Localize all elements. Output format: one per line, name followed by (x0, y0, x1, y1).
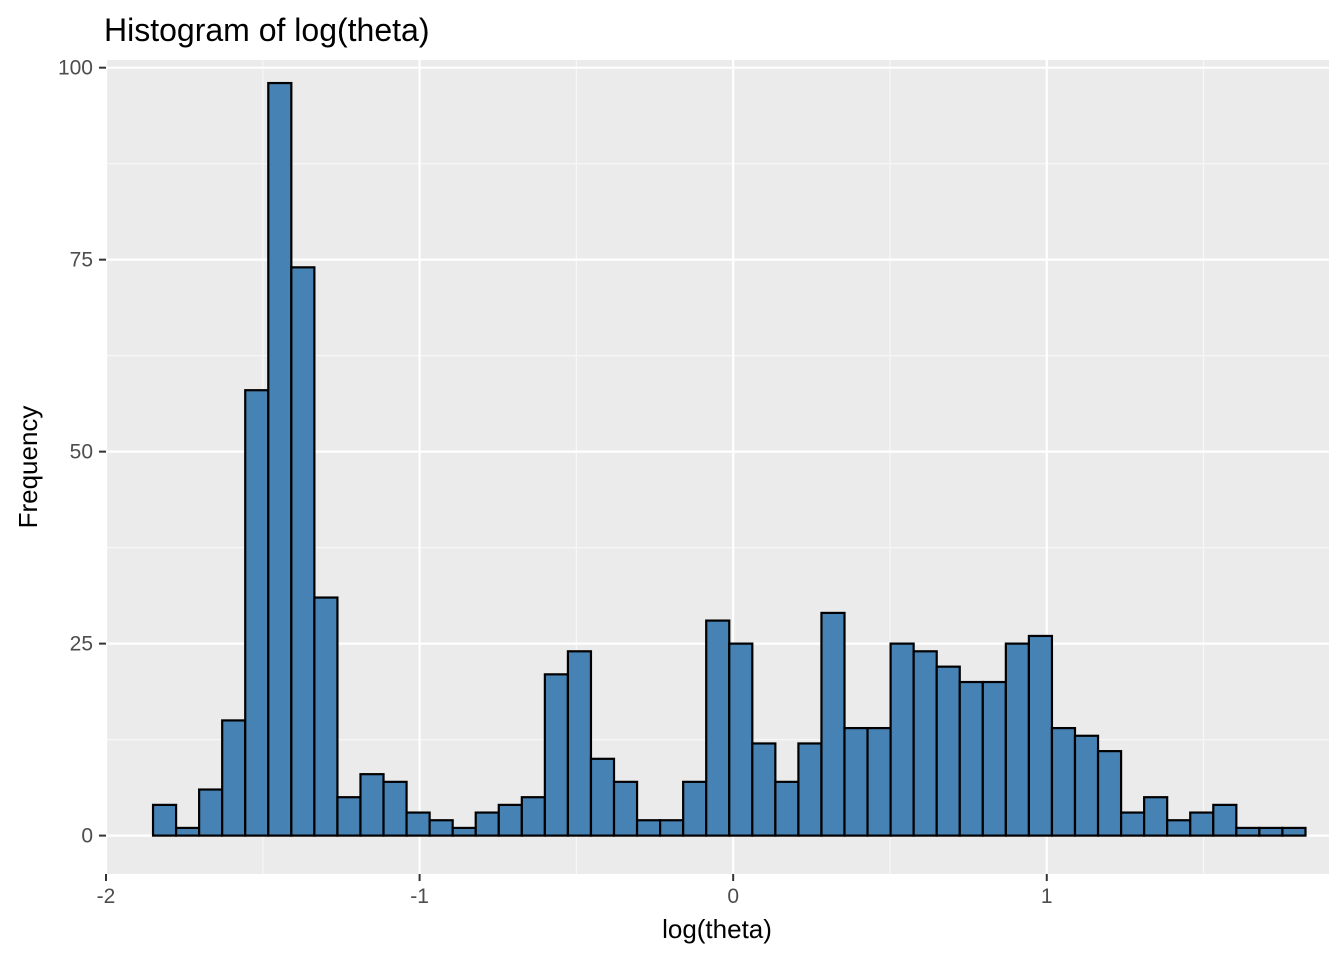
histogram-bar (981, 680, 1007, 837)
histogram-bar (589, 757, 616, 837)
histogram-bar (1050, 726, 1077, 837)
histogram-bar (1073, 734, 1100, 837)
histogram-bar (843, 726, 869, 837)
plot-area (104, 60, 1329, 874)
histogram-bar (543, 673, 570, 837)
x-tick-label: 0 (727, 885, 739, 908)
histogram-bar (520, 796, 546, 837)
histogram-bar (313, 596, 339, 837)
histogram-bar (751, 742, 777, 837)
histogram-bar (612, 780, 639, 837)
histogram-bar (912, 650, 938, 837)
histogram-bars (151, 81, 1307, 837)
histogram-bar (1212, 803, 1238, 837)
histogram-bar (267, 81, 293, 837)
histogram-bar (958, 680, 984, 837)
histogram-bar (728, 642, 754, 837)
histogram-bar (1096, 750, 1123, 837)
histogram-bar (705, 619, 731, 837)
histogram-bar (1189, 811, 1215, 837)
histogram-bar (474, 811, 500, 837)
histogram-bar (174, 826, 201, 837)
histogram-bar (1119, 811, 1146, 837)
histogram-bar (566, 650, 593, 837)
histogram-bar (1027, 634, 1054, 837)
x-tick-label: -1 (410, 885, 429, 908)
histogram-bar (1281, 826, 1307, 837)
histogram-bar (382, 780, 408, 837)
histogram-bar (1143, 796, 1169, 837)
histogram-bar (682, 780, 708, 837)
x-tick-label: -2 (97, 885, 116, 908)
x-axis: -2 -1 0 1 (97, 874, 1053, 908)
y-tick-label: 25 (70, 633, 93, 656)
y-tick-label: 50 (70, 441, 93, 464)
histogram-bar (497, 803, 523, 837)
histogram-bar (428, 819, 454, 837)
y-tick-label: 100 (58, 57, 93, 80)
histogram-bar (290, 266, 316, 837)
histogram-bar (889, 642, 915, 837)
histogram-bar (935, 665, 961, 837)
histogram-bar (1258, 826, 1284, 837)
histogram-bar (336, 796, 362, 837)
x-axis-title: log(theta) (662, 914, 772, 944)
histogram-bar (405, 811, 431, 837)
histogram-bar (797, 742, 823, 837)
histogram-bar (1235, 826, 1261, 837)
histogram-bar (244, 389, 270, 837)
histogram-bar (820, 611, 846, 837)
histogram-bar (1004, 642, 1030, 837)
y-axis: 0 25 50 75 100 (58, 57, 106, 848)
histogram-bar (198, 788, 224, 837)
histogram-bar (659, 819, 685, 837)
y-tick-label: 75 (70, 249, 93, 272)
histogram-bar (1166, 819, 1192, 837)
histogram-bar (221, 719, 247, 837)
histogram-bar (774, 780, 800, 837)
histogram-bar (359, 773, 385, 837)
histogram-bar (451, 826, 477, 837)
x-tick-label: 1 (1041, 885, 1053, 908)
histogram-bar (635, 819, 662, 837)
histogram-bar (151, 803, 178, 837)
chart-title: Histogram of log(theta) (104, 12, 429, 48)
y-tick-label: 0 (81, 825, 93, 848)
histogram-bar (866, 726, 892, 837)
y-axis-title: Frequency (13, 406, 43, 529)
